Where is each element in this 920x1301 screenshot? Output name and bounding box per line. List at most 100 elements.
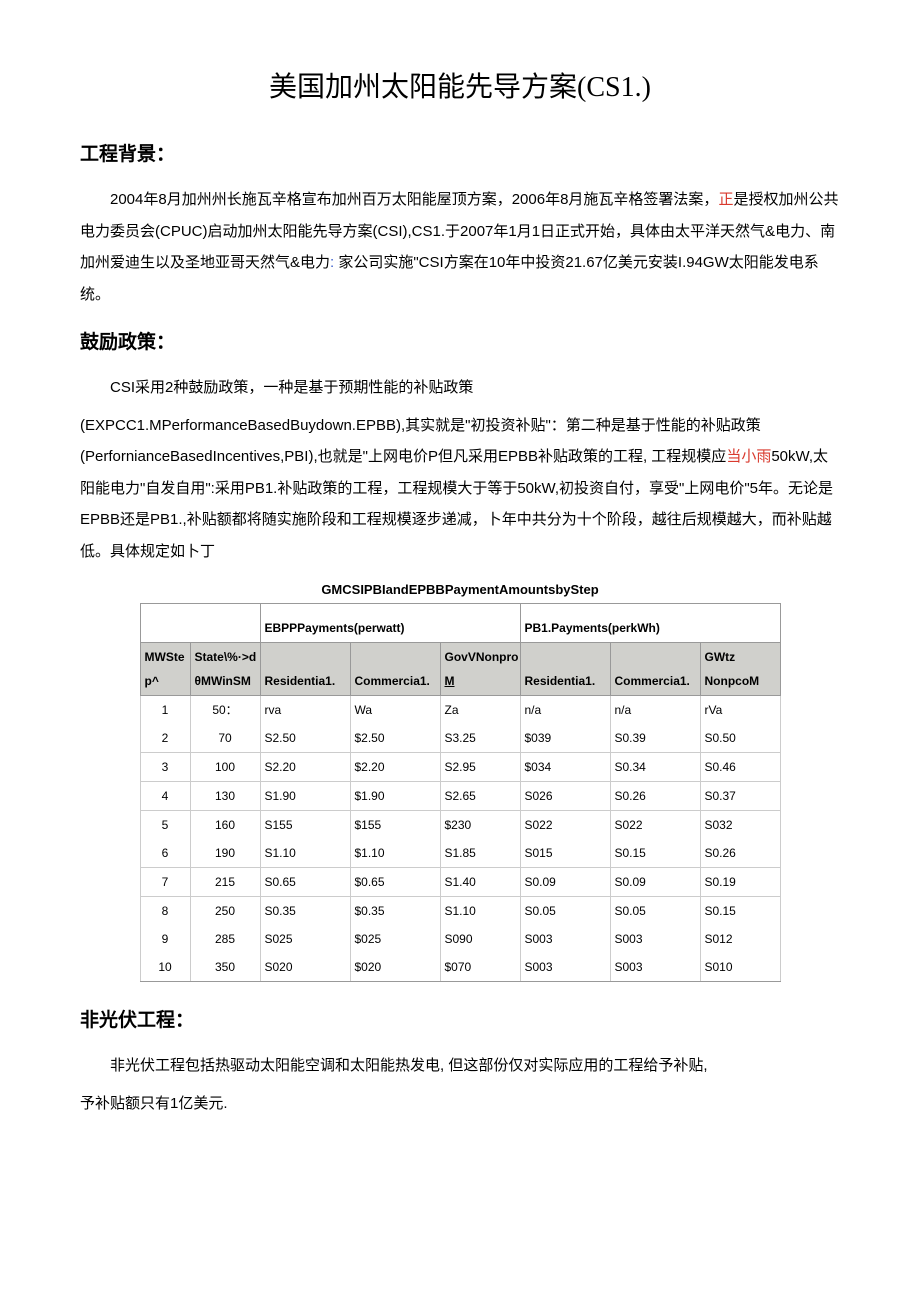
table-cell: S1.10 — [260, 839, 350, 868]
table-cell: S010 — [700, 953, 780, 982]
table-cell: S0.26 — [700, 839, 780, 868]
text: 2004年8月加州州长施瓦辛格宣布加州百万太阳能屋顶方案，2006年8月施瓦辛格… — [110, 191, 718, 208]
table-cell: 4 — [140, 782, 190, 811]
table-cell: S0.35 — [260, 897, 350, 926]
table-header: Residentia1. — [520, 643, 610, 696]
paragraph: (EXPCC1.MPerformanceBasedBuydown.EPBB),其… — [80, 410, 840, 568]
table-cell: S026 — [520, 782, 610, 811]
table-cell: S032 — [700, 811, 780, 840]
table-cell: $039 — [520, 724, 610, 753]
table-cell: S1.10 — [440, 897, 520, 926]
table-cell: $0.65 — [350, 868, 440, 897]
table-header-pbl: PB1.Payments(perkWh) — [520, 608, 780, 643]
table-cell: 285 — [190, 925, 260, 953]
table-cell: S1.40 — [440, 868, 520, 897]
table-cell: 190 — [190, 839, 260, 868]
table-header — [140, 608, 260, 643]
table-cell: S0.05 — [610, 897, 700, 926]
table-cell: $1.10 — [350, 839, 440, 868]
table-cell: n/a — [610, 696, 700, 725]
table-header: MWStep^ — [140, 643, 190, 696]
table-cell: S020 — [260, 953, 350, 982]
table-cell: S090 — [440, 925, 520, 953]
table-cell: S025 — [260, 925, 350, 953]
table-row: 9285S025$025S090S003S003S012 — [140, 925, 780, 953]
table-cell: S0.15 — [610, 839, 700, 868]
table-cell: 70 — [190, 724, 260, 753]
table-cell: rva — [260, 696, 350, 725]
table-cell: n/a — [520, 696, 610, 725]
paragraph: 2004年8月加州州长施瓦辛格宣布加州百万太阳能屋顶方案，2006年8月施瓦辛格… — [80, 184, 840, 310]
table-cell: 1 — [140, 696, 190, 725]
table-cell: S0.09 — [610, 868, 700, 897]
table-header: GWtzNonpcoM — [700, 643, 780, 696]
table-row: 5160S155$155$230S022S022S032 — [140, 811, 780, 840]
payment-table: EBPPPayments(perwatt) PB1.Payments(perkW… — [140, 603, 781, 982]
section-heading-nonpv: 非光伏工程： — [80, 1002, 840, 1040]
table-row: 3100S2.20$2.20S2.95$034S0.34S0.46 — [140, 753, 780, 782]
table-row: 6190S1.10$1.10S1.85S015S0.15S0.26 — [140, 839, 780, 868]
section-heading-policy: 鼓励政策： — [80, 324, 840, 362]
paragraph: CSI采用2种鼓励政策，一种是基于预期性能的补贴政策 — [80, 372, 840, 404]
table-header: State\%·>dθMWinSM — [190, 643, 260, 696]
table-cell: S0.46 — [700, 753, 780, 782]
table-cell: S003 — [610, 925, 700, 953]
table-cell: $034 — [520, 753, 610, 782]
table-row: 270S2.50$2.50S3.25$039S0.39S0.50 — [140, 724, 780, 753]
table-cell: S0.50 — [700, 724, 780, 753]
table-header: Commercia1. — [610, 643, 700, 696]
table-cell: 3 — [140, 753, 190, 782]
table-cell: 7 — [140, 868, 190, 897]
table-row: 150：rvaWaZan/an/arVa — [140, 696, 780, 725]
table-header-ebpp: EBPPPayments(perwatt) — [260, 608, 520, 643]
table-cell: 350 — [190, 953, 260, 982]
table-cell: 2 — [140, 724, 190, 753]
table-cell: S0.09 — [520, 868, 610, 897]
table-cell: 250 — [190, 897, 260, 926]
table-cell: S0.15 — [700, 897, 780, 926]
table-cell: $025 — [350, 925, 440, 953]
table-cell: S0.39 — [610, 724, 700, 753]
table-header: Commercia1. — [350, 643, 440, 696]
table-cell: 6 — [140, 839, 190, 868]
table-cell: S2.20 — [260, 753, 350, 782]
paragraph: 予补贴额只有1亿美元. — [80, 1088, 840, 1120]
table-cell: 130 — [190, 782, 260, 811]
table-row: 10350S020$020$070S003S003S010 — [140, 953, 780, 982]
table-cell: S022 — [610, 811, 700, 840]
table-cell: S0.26 — [610, 782, 700, 811]
table-cell: S015 — [520, 839, 610, 868]
table-cell: S022 — [520, 811, 610, 840]
table-cell: 10 — [140, 953, 190, 982]
table-row: 4130S1.90$1.90S2.65S026S0.26S0.37 — [140, 782, 780, 811]
table-cell: S003 — [610, 953, 700, 982]
table-cell: S012 — [700, 925, 780, 953]
table-cell: $0.35 — [350, 897, 440, 926]
table-cell: 9 — [140, 925, 190, 953]
table-cell: Za — [440, 696, 520, 725]
table-cell: 8 — [140, 897, 190, 926]
page-title: 美国加州太阳能先导方案(CS1.) — [80, 60, 840, 116]
paragraph: 非光伏工程包括热驱动太阳能空调和太阳能热发电, 但这部份仅对实际应用的工程给予补… — [80, 1050, 840, 1082]
text: (EXPCC1.MPerformanceBasedBuydown.EPBB),其… — [80, 417, 761, 466]
table-cell: 160 — [190, 811, 260, 840]
table-cell: $2.50 — [350, 724, 440, 753]
table-cell: S0.65 — [260, 868, 350, 897]
section-heading-background: 工程背景： — [80, 136, 840, 174]
text-highlight: 当小雨 — [726, 448, 771, 465]
table-cell: S155 — [260, 811, 350, 840]
table-cell: S0.37 — [700, 782, 780, 811]
table-header: Residentia1. — [260, 643, 350, 696]
table-cell: $1.90 — [350, 782, 440, 811]
table-cell: 5 — [140, 811, 190, 840]
table-cell: 215 — [190, 868, 260, 897]
table-cell: S2.50 — [260, 724, 350, 753]
table-cell: $155 — [350, 811, 440, 840]
table-cell: 50： — [190, 696, 260, 725]
table-cell: S1.90 — [260, 782, 350, 811]
table-cell: S1.85 — [440, 839, 520, 868]
table-row: 7215S0.65$0.65S1.40S0.09S0.09S0.19 — [140, 868, 780, 897]
table-cell: S0.05 — [520, 897, 610, 926]
table-row: 8250S0.35$0.35S1.10S0.05S0.05S0.15 — [140, 897, 780, 926]
table-cell: S2.95 — [440, 753, 520, 782]
